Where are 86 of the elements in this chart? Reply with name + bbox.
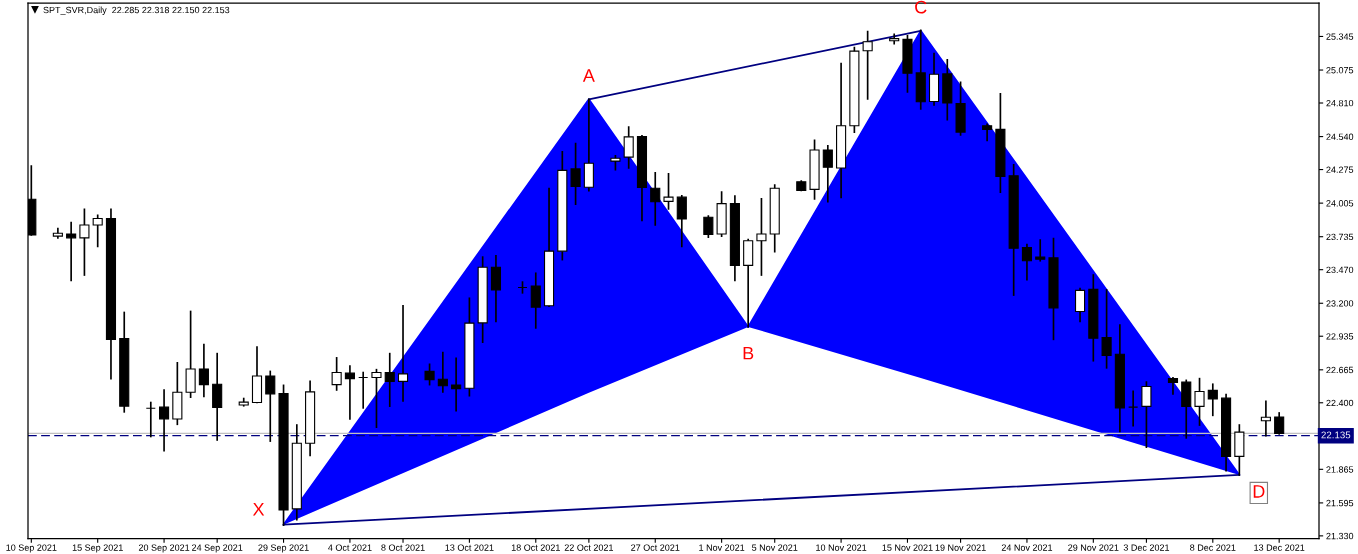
ref-line-label: 22.135: [1321, 431, 1351, 439]
annotation: B: [743, 346, 754, 360]
candlestick: [437, 351, 448, 393]
candlestick: [66, 221, 77, 282]
candlestick: [265, 370, 276, 442]
y-tick-label: 24.810: [1326, 99, 1354, 107]
x-tick-label: 8 Oct 2021: [381, 544, 425, 551]
candlestick: [212, 352, 223, 441]
x-tick-label: 15 Nov 2021: [882, 544, 933, 551]
candlestick: [198, 343, 209, 398]
candlestick: [1021, 243, 1033, 281]
candlestick: [756, 198, 767, 276]
candlestick: [358, 371, 369, 409]
y-tick-label: 21.595: [1326, 499, 1354, 507]
candlestick: [822, 144, 833, 203]
candlestick: [1141, 381, 1152, 449]
candlestick: [570, 142, 581, 206]
candlestick: [384, 352, 395, 407]
y-tick-label: 24.005: [1326, 200, 1354, 207]
candlestick: [862, 30, 873, 100]
candlestick: [1101, 289, 1112, 369]
x-tick-label: 20 Sep 2021: [138, 544, 190, 553]
x-tick-label: 29 Nov 2021: [1068, 544, 1119, 551]
candlestick: [1194, 377, 1205, 426]
y-tick-label: 21.330: [1326, 532, 1354, 540]
x-tick-label: 15 Sep 2021: [72, 544, 123, 553]
annotation: X: [252, 503, 265, 516]
y-tick-label: 23.470: [1326, 266, 1354, 274]
candlestick: [79, 208, 90, 276]
y-tick-label: 25.075: [1326, 67, 1354, 74]
x-tick-label: 19 Nov 2021: [935, 544, 986, 551]
candlestick: [583, 98, 594, 192]
x-tick-label: 4 Oct 2021: [328, 544, 372, 551]
candlestick: [1035, 239, 1046, 262]
chart-title: SPT_SVR,Daily 22.285 22.318 22.150 22.153: [43, 6, 230, 15]
candlestick: [1128, 390, 1139, 427]
candlestick: [1207, 383, 1218, 417]
y-tick-label: 22.935: [1326, 333, 1354, 340]
annotation: D: [1253, 485, 1265, 498]
y-tick-label: 23.200: [1326, 300, 1354, 307]
candlestick: [889, 33, 900, 45]
candlestick: [371, 368, 382, 428]
x-tick-label: 13 Dec 2021: [1254, 544, 1305, 551]
candlestick: [703, 215, 714, 239]
x-tick-label: 10 Sep 2021: [6, 544, 57, 553]
candlestick: [1074, 287, 1086, 323]
candlestick: [424, 363, 435, 386]
x-tick-label: 29 Sep 2021: [258, 544, 309, 553]
candlestick: [650, 172, 661, 226]
y-tick-label: 22.400: [1326, 399, 1354, 407]
x-tick-label: 1 Nov 2021: [699, 544, 745, 551]
x-tick-label: 13 Oct 2021: [445, 544, 494, 551]
candlestick: [159, 389, 170, 452]
candlestick: [344, 365, 355, 420]
candlestick: [982, 123, 993, 142]
x-tick-label: 18 Oct 2021: [511, 544, 560, 551]
x-tick-label: 22 Oct 2021: [564, 544, 614, 551]
x-tick-label: 3 Dec 2021: [1123, 544, 1170, 551]
candlestick: [92, 214, 103, 248]
x-tick-label: 10 Nov 2021: [816, 544, 867, 551]
x-tick-label: 8 Dec 2021: [1190, 544, 1236, 551]
x-tick-label: 24 Nov 2021: [1001, 544, 1053, 551]
annotation: C: [915, 0, 927, 14]
y-tick-label: 23.735: [1326, 233, 1354, 241]
annotation: A: [582, 69, 595, 82]
candlestick: [663, 173, 674, 210]
candlestick: [331, 357, 342, 391]
x-tick-label: 27 Oct 2021: [631, 544, 680, 551]
x-tick-label: 5 Nov 2021: [752, 544, 798, 551]
candlestick: [676, 194, 687, 248]
x-tick-label: 24 Sep 2021: [192, 544, 243, 553]
candlestick: [490, 254, 502, 323]
candlestick: [530, 272, 541, 329]
candlestick: [52, 227, 63, 239]
candlestick: [185, 310, 196, 399]
candlestick: [1274, 412, 1285, 435]
candlestick: [1167, 377, 1179, 395]
y-tick-label: 22.665: [1326, 366, 1354, 374]
candlestick: [451, 357, 462, 412]
y-tick-label: 24.540: [1326, 133, 1354, 140]
candlestick: [145, 401, 156, 438]
y-tick-label: 24.275: [1326, 166, 1354, 173]
y-tick-label: 21.865: [1326, 466, 1354, 473]
candlestick: [623, 126, 634, 169]
y-tick-label: 25.345: [1326, 33, 1354, 40]
candlestick: [397, 304, 409, 402]
